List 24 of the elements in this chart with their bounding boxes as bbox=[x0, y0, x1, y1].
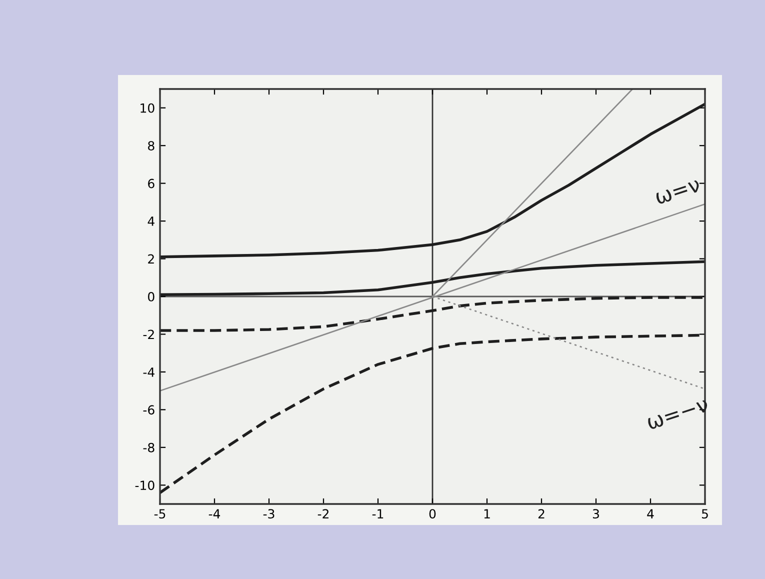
x-tick-label: 1 bbox=[484, 509, 490, 518]
x-tick-label: -1 bbox=[372, 509, 384, 518]
x-tick-label: -5 bbox=[154, 509, 166, 519]
y-tick-label: -4 bbox=[143, 368, 154, 377]
y-tick-label: -10 bbox=[135, 480, 154, 490]
x-tick-label: 0 bbox=[429, 509, 436, 519]
y-tick-label: 4 bbox=[148, 216, 154, 226]
y-tick-label: 0 bbox=[148, 292, 154, 302]
annotation: ω=ν bbox=[655, 180, 701, 205]
x-tick-label: 4 bbox=[647, 509, 654, 518]
x-tick-label: -3 bbox=[263, 509, 274, 519]
x-tick-label: -2 bbox=[318, 509, 328, 518]
y-tick-label: 2 bbox=[148, 254, 154, 264]
y-tick-label: 8 bbox=[148, 141, 154, 151]
y-tick-label: 6 bbox=[148, 178, 154, 188]
y-tick-label: 10 bbox=[140, 103, 154, 113]
y-tick-label: -8 bbox=[143, 442, 154, 452]
annotation: ω=−ν bbox=[646, 400, 710, 430]
x-tick-label: -4 bbox=[208, 509, 220, 518]
y-tick-label: -6 bbox=[143, 405, 154, 415]
y-tick-label: -2 bbox=[143, 330, 154, 339]
x-tick-label: 2 bbox=[538, 509, 544, 518]
x-tick-label: 5 bbox=[702, 509, 708, 519]
x-tick-label: 3 bbox=[592, 509, 599, 519]
